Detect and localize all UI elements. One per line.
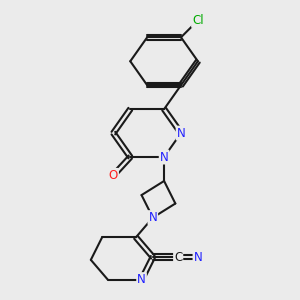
Text: Cl: Cl [192, 14, 204, 27]
Text: C: C [174, 250, 182, 263]
Text: N: N [160, 151, 169, 164]
Text: N: N [148, 211, 157, 224]
Text: O: O [109, 169, 118, 182]
Text: N: N [194, 250, 202, 263]
Text: N: N [177, 127, 185, 140]
Text: N: N [137, 273, 146, 286]
